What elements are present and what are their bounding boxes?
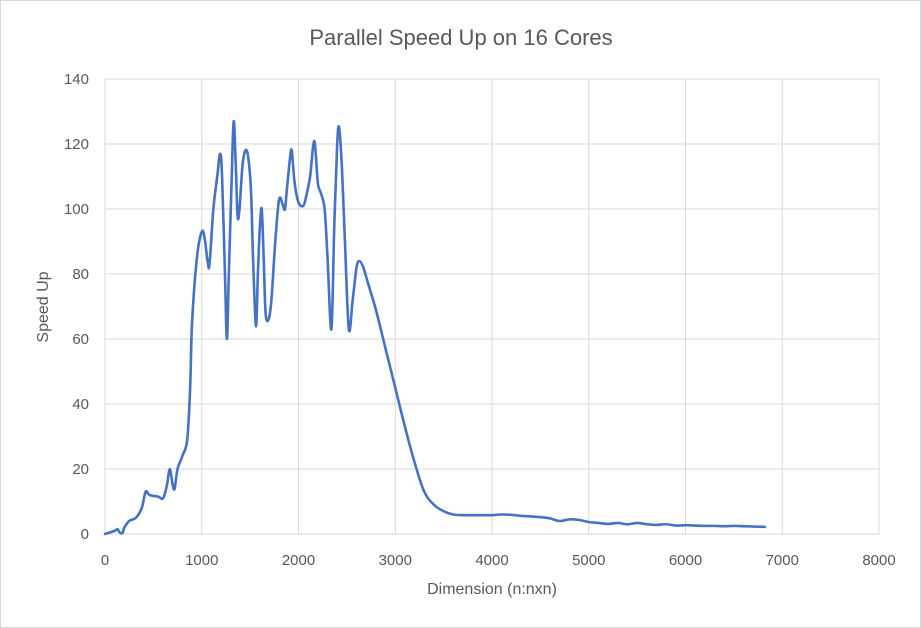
chart-title: Parallel Speed Up on 16 Cores [309, 25, 612, 50]
y-tick-label: 60 [72, 331, 89, 348]
x-tick-label: 8000 [862, 552, 895, 569]
y-axis-label: Speed Up [35, 271, 52, 342]
x-axis-label: Dimension (n:nxn) [427, 581, 557, 598]
x-axis-ticks: 0 1000 2000 3000 4000 5000 6000 7000 8000 [101, 552, 896, 569]
y-axis-ticks: 0 20 40 60 80 100 120 140 [64, 71, 89, 543]
y-tick-label: 40 [72, 396, 89, 413]
x-tick-label: 5000 [572, 552, 605, 569]
x-tick-label: 0 [101, 552, 109, 569]
grid [104, 78, 880, 535]
x-tick-label: 6000 [669, 552, 702, 569]
y-tick-label: 100 [64, 201, 89, 218]
y-tick-label: 20 [72, 461, 89, 478]
y-tick-label: 0 [81, 526, 89, 543]
y-tick-label: 120 [64, 136, 89, 153]
series-line [103, 119, 767, 536]
x-tick-label: 3000 [379, 552, 412, 569]
x-tick-label: 4000 [475, 552, 508, 569]
series-layer [103, 119, 767, 536]
x-tick-label: 2000 [282, 552, 315, 569]
x-tick-label: 7000 [766, 552, 799, 569]
y-tick-label: 80 [72, 266, 89, 283]
x-tick-label: 1000 [185, 552, 218, 569]
y-tick-label: 140 [64, 71, 89, 88]
